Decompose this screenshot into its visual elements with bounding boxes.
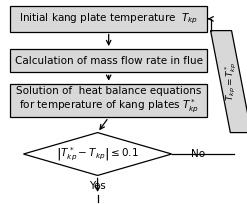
Text: Solution of  heat balance equations
for temperature of kang plates $T^*_{kp}$: Solution of heat balance equations for t… [16, 86, 201, 115]
Text: Calculation of mass flow rate in flue: Calculation of mass flow rate in flue [15, 56, 203, 66]
FancyBboxPatch shape [10, 84, 207, 117]
FancyBboxPatch shape [10, 6, 207, 32]
Text: No: No [191, 149, 206, 160]
Text: Initial kang plate temperature  $T_{kp}$: Initial kang plate temperature $T_{kp}$ [19, 12, 198, 26]
Text: $\left|T^*_{kp}-T_{kp}\right|\leq 0.1$: $\left|T^*_{kp}-T_{kp}\right|\leq 0.1$ [56, 145, 139, 163]
FancyBboxPatch shape [10, 49, 207, 72]
Polygon shape [23, 133, 172, 175]
Polygon shape [210, 31, 247, 133]
Text: $T_{kp}=T^*_{kp}$: $T_{kp}=T^*_{kp}$ [223, 62, 239, 101]
Text: Yes: Yes [89, 181, 106, 191]
